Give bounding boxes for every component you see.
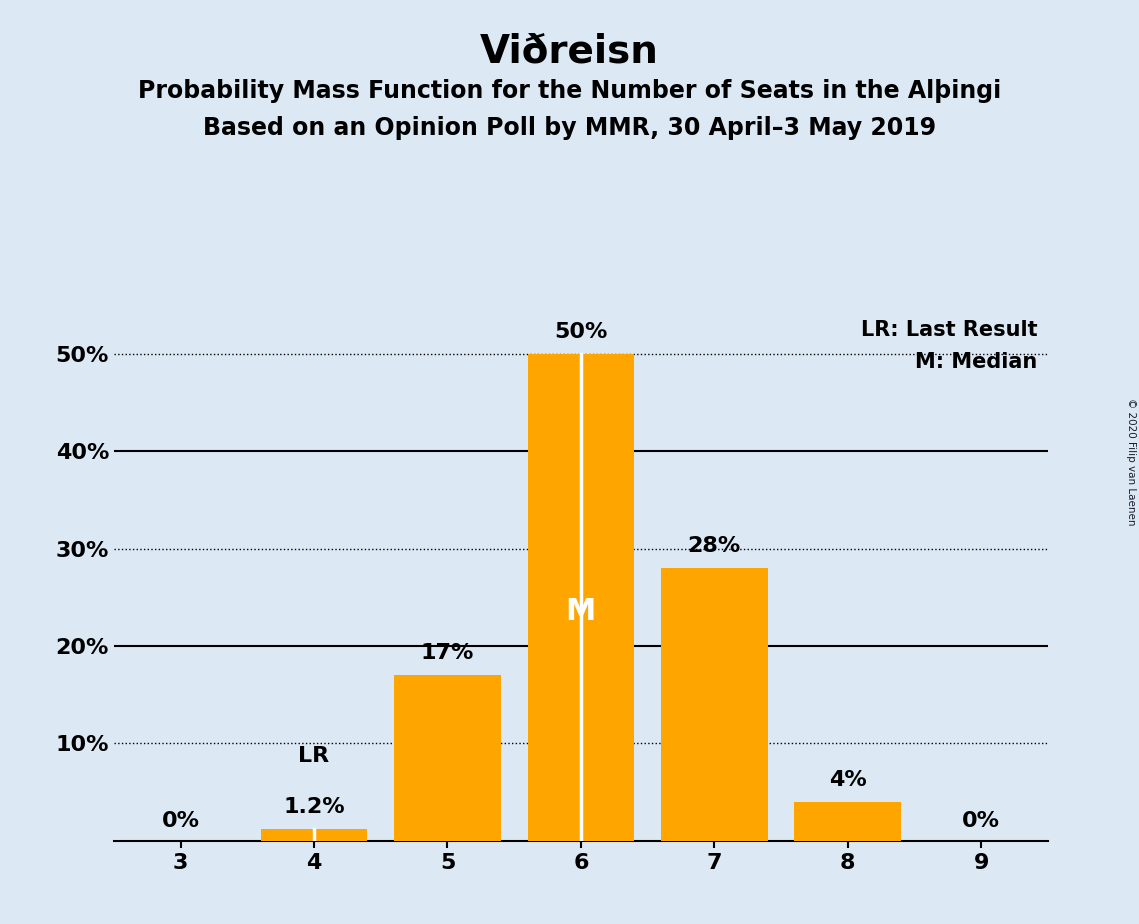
Text: © 2020 Filip van Laenen: © 2020 Filip van Laenen xyxy=(1126,398,1136,526)
Text: M: M xyxy=(566,597,596,626)
Text: 0%: 0% xyxy=(962,811,1000,831)
Bar xyxy=(527,354,634,841)
Text: Probability Mass Function for the Number of Seats in the Alþingi: Probability Mass Function for the Number… xyxy=(138,79,1001,103)
Text: 28%: 28% xyxy=(688,536,741,556)
Text: 50%: 50% xyxy=(555,322,607,342)
Text: 4%: 4% xyxy=(829,771,867,790)
Text: LR: Last Result: LR: Last Result xyxy=(861,320,1038,339)
Bar xyxy=(394,675,501,841)
Bar xyxy=(794,802,901,841)
Text: LR: LR xyxy=(298,746,329,766)
Text: Viðreisn: Viðreisn xyxy=(480,32,659,70)
Text: 0%: 0% xyxy=(162,811,199,831)
Text: Based on an Opinion Poll by MMR, 30 April–3 May 2019: Based on an Opinion Poll by MMR, 30 Apri… xyxy=(203,116,936,140)
Text: 17%: 17% xyxy=(420,643,474,663)
Text: M: Median: M: Median xyxy=(915,352,1038,371)
Text: 1.2%: 1.2% xyxy=(284,797,345,818)
Bar xyxy=(661,568,768,841)
Bar xyxy=(261,829,368,841)
